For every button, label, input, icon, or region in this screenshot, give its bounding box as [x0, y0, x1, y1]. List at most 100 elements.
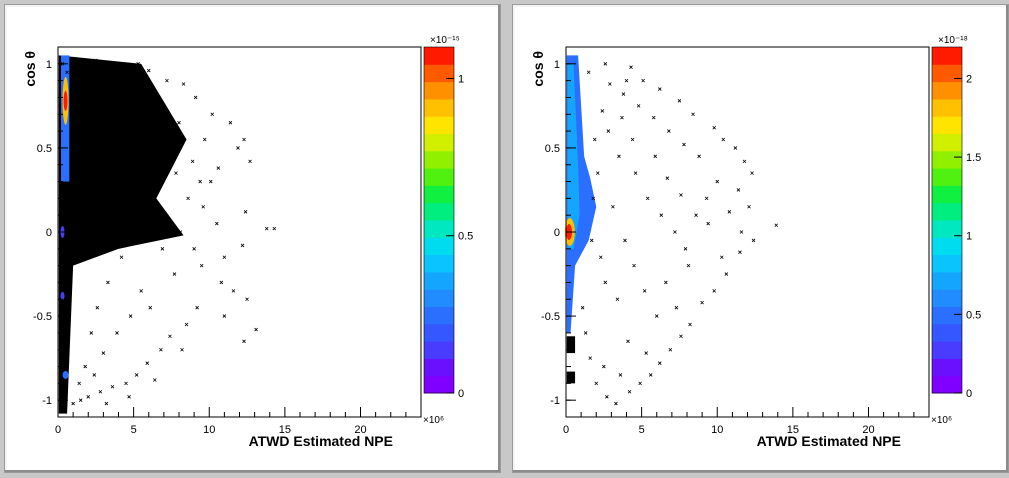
scatter-point: [89, 331, 94, 335]
scatter-point: [630, 137, 635, 142]
y-tick-label: -1: [42, 395, 52, 407]
colorbar-band: [932, 323, 962, 342]
scatter-point: [180, 347, 184, 352]
scatter-point: [595, 171, 600, 175]
scatter-point: [202, 137, 207, 142]
scatter-point: [626, 339, 630, 344]
scatter-point: [606, 129, 611, 133]
colorbar-band: [932, 271, 962, 290]
right-plot-pad: 0 5 10 15 20 -1 -0.5 0 0.5 1 ATWD Estimated NPE cos…: [512, 4, 1009, 473]
scatter-point: [657, 361, 662, 365]
scatter-point: [134, 373, 139, 377]
scatter-point: [107, 129, 112, 133]
y-tick-label: -1: [550, 395, 560, 407]
colorbar-band: [424, 237, 454, 256]
scatter-point: [169, 146, 174, 150]
scatter-point: [143, 221, 148, 226]
scatter-point: [697, 154, 701, 159]
scatter-point: [95, 305, 100, 310]
density-region: [564, 55, 597, 384]
scatter-point: [201, 204, 205, 209]
scatter-point: [589, 238, 594, 243]
scatter-point: [620, 115, 624, 120]
scatter-point: [580, 305, 585, 310]
colorbar-band: [932, 47, 962, 65]
scatter-point: [686, 263, 691, 268]
colorbar-multiplier: ×10⁻¹⁸: [938, 35, 968, 46]
scatter-point: [591, 196, 596, 201]
scatter-point: [264, 226, 269, 231]
scatter-point: [603, 280, 608, 285]
scatter-point: [592, 137, 597, 142]
scatter-point: [86, 395, 91, 399]
colorbar-band: [932, 220, 962, 238]
scatter-point: [160, 247, 165, 251]
scatter-point: [615, 297, 620, 302]
scatter-point: [159, 347, 163, 352]
scatter-point: [92, 373, 97, 377]
y-tick-label: -0.5: [33, 311, 52, 323]
scatter-point: [727, 210, 732, 214]
scatter-point: [627, 389, 632, 394]
colorbar-band: [424, 306, 454, 325]
x-axis-title: ATWD Estimated NPE: [757, 433, 901, 449]
scatter-point: [742, 159, 747, 164]
scatter-point: [193, 95, 198, 100]
scatter-point: [243, 210, 248, 214]
scatter-point: [110, 196, 115, 201]
colorbar-band: [932, 289, 962, 307]
scatter-point: [706, 221, 710, 226]
scatter-point: [177, 120, 181, 125]
scatter-point: [110, 384, 115, 389]
scatter-point: [588, 356, 592, 360]
colorbar-band: [424, 64, 454, 83]
scatter-point: [162, 213, 166, 217]
scatter-point: [629, 65, 633, 69]
colorbar-multiplier: ×10⁻¹⁵: [430, 35, 460, 46]
scatter-point: [614, 401, 618, 406]
density-blob: [60, 291, 65, 300]
scatter-point: [100, 162, 104, 167]
y-tick-label: -0.5: [541, 311, 560, 323]
scatter-point: [623, 238, 627, 243]
colorbar-band: [424, 254, 454, 273]
scatter-point: [245, 297, 249, 302]
colorbar: [423, 46, 455, 394]
colorbar-band: [932, 202, 962, 221]
scatter-point: [145, 361, 150, 365]
scatter-point: [139, 289, 143, 293]
colorbar-tick-label: 0.5: [458, 231, 473, 243]
scatter-point: [248, 159, 252, 164]
x-tick-label: 0: [563, 424, 569, 436]
scatter-point: [659, 213, 664, 217]
density-contour-mid: [567, 63, 580, 249]
scatter-point: [146, 68, 151, 73]
scatter-point: [645, 196, 650, 201]
scatter-point: [668, 347, 673, 352]
colorbar-band: [424, 375, 454, 394]
scatter-point: [151, 125, 156, 130]
scatter-point: [665, 176, 670, 180]
scatter-point: [219, 280, 224, 285]
scatter-point: [172, 272, 177, 276]
scatter-point: [736, 188, 741, 192]
dense-cluster: [566, 371, 576, 384]
scatter-point: [83, 364, 88, 369]
colorbar-band: [424, 81, 454, 100]
colorbar-tick-label: 0: [458, 388, 464, 400]
y-tick-label: 0: [554, 227, 560, 239]
colorbar-band: [932, 358, 962, 377]
scatter-point: [190, 159, 195, 164]
scatter-point: [605, 395, 609, 399]
colorbar-band: [424, 289, 454, 307]
scatter-point: [104, 401, 109, 406]
x-tick-label: 0: [55, 424, 61, 436]
colorbar-tick-label: 1.5: [966, 152, 981, 164]
scatter-point: [222, 314, 227, 318]
scatter-point: [721, 137, 726, 142]
scatter-point: [679, 334, 683, 339]
scatter-point: [78, 398, 83, 402]
scatter-point: [712, 289, 717, 293]
scatter-point: [618, 373, 623, 377]
